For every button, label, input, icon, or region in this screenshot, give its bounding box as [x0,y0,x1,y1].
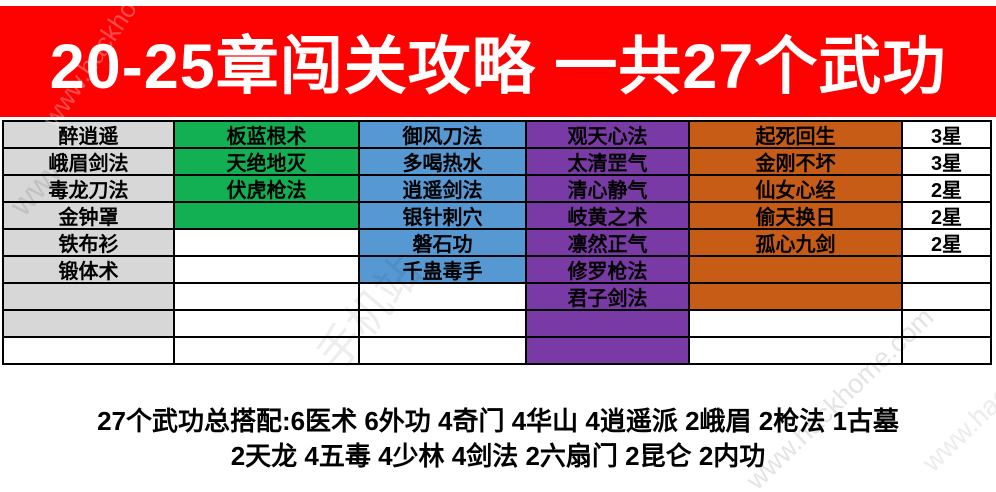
table-cell-purple-skills-row5: 凛然正气 [526,229,689,256]
table-cell-orange-skills-row9 [689,337,902,364]
table-cell-green-skills-row6 [174,256,359,283]
table-cell-blue-skills-row3: 逍遥剑法 [359,175,526,202]
summary-block: 27个武功总搭配:6医术 6外功 4奇门 4华山 4逍遥派 2峨眉 2枪法 1古… [0,404,996,474]
summary-line-2: 2天龙 4五毒 4少林 4剑法 2六扇门 2昆仑 2内功 [230,441,766,471]
table-cell-star-rating-row5: 2星 [902,229,991,256]
table-cell-purple-skills-row2: 太清罡气 [526,148,689,175]
table-cell-gray-basics-row5: 铁布衫 [3,229,174,256]
table-cell-green-skills-row5 [174,229,359,256]
table-cell-star-rating-row3: 2星 [902,175,991,202]
table-cell-star-rating-row6 [902,256,991,283]
table-cell-green-skills-row4 [174,202,359,229]
table-cell-purple-skills-row4: 岐黄之术 [526,202,689,229]
table-cell-orange-skills-row6 [689,256,902,283]
table-cell-gray-basics-row9 [3,337,174,364]
table-cell-purple-skills-row8 [526,310,689,337]
title-banner: 20-25章闯关攻略 一共27个武功 [0,6,996,117]
page-title: 20-25章闯关攻略 一共27个武功 [49,32,947,102]
table-cell-green-skills-row8 [174,310,359,337]
table-cell-blue-skills-row5: 磐石功 [359,229,526,256]
table-cell-purple-skills-row6: 修罗枪法 [526,256,689,283]
table-cell-gray-basics-row1: 醉逍遥 [3,121,174,148]
table-cell-star-rating-row8 [902,310,991,337]
table-cell-blue-skills-row9 [359,337,526,364]
table-cell-star-rating-row9 [902,337,991,364]
table-cell-orange-skills-row7 [689,283,902,310]
table-cell-green-skills-row3: 伏虎枪法 [174,175,359,202]
table-cell-gray-basics-row8 [3,310,174,337]
table-cell-orange-skills-row3: 仙女心经 [689,175,902,202]
table-cell-star-rating-row4: 2星 [902,202,991,229]
table-cell-orange-skills-row2: 金刚不坏 [689,148,902,175]
table-cell-gray-basics-row7 [3,283,174,310]
table-cell-gray-basics-row2: 峨眉剑法 [3,148,174,175]
table-cell-blue-skills-row2: 多喝热水 [359,148,526,175]
table-cell-blue-skills-row4: 银针刺穴 [359,202,526,229]
martial-arts-table: 醉逍遥 板蓝根术 御风刀法 观天心法 起死回生 3星 峨眉剑法 天绝地灭 多喝热水 太清罡气 金刚不… [2,120,992,365]
table-cell-green-skills-row9 [174,337,359,364]
table-cell-blue-skills-row7 [359,283,526,310]
table-cell-orange-skills-row8 [689,310,902,337]
table-cell-gray-basics-row6: 锻体术 [3,256,174,283]
table-cell-green-skills-row2: 天绝地灭 [174,148,359,175]
table-cell-purple-skills-row1: 观天心法 [526,121,689,148]
table-cell-star-rating-row2: 3星 [902,148,991,175]
table-cell-blue-skills-row6: 千蛊毒手 [359,256,526,283]
table-cell-purple-skills-row9 [526,337,689,364]
table-cell-star-rating-row7 [902,283,991,310]
table-cell-gray-basics-row3: 毒龙刀法 [3,175,174,202]
table-cell-orange-skills-row5: 孤心九剑 [689,229,902,256]
table-cell-blue-skills-row8 [359,310,526,337]
table-cell-orange-skills-row1: 起死回生 [689,121,902,148]
table-cell-orange-skills-row4: 偷天换日 [689,202,902,229]
table-cell-purple-skills-row3: 清心静气 [526,175,689,202]
table-cell-star-rating-row1: 3星 [902,121,991,148]
table-cell-gray-basics-row4: 金钟罩 [3,202,174,229]
summary-line-1: 27个武功总搭配:6医术 6外功 4奇门 4华山 4逍遥派 2峨眉 2枪法 1古… [97,406,899,436]
table-cell-blue-skills-row1: 御风刀法 [359,121,526,148]
table-cell-green-skills-row7 [174,283,359,310]
table-cell-purple-skills-row7: 君子剑法 [526,283,689,310]
table-cell-green-skills-row1: 板蓝根术 [174,121,359,148]
